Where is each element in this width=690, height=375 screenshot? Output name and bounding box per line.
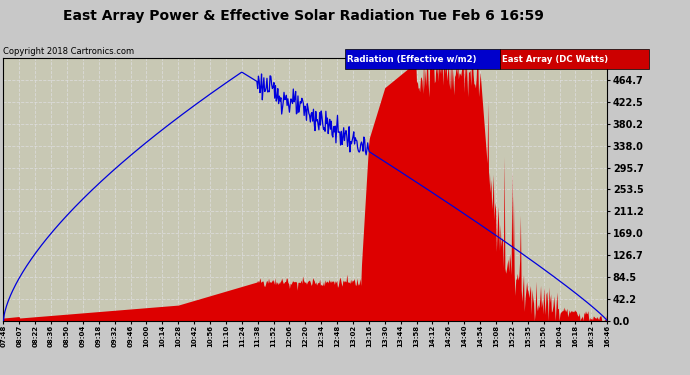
Text: East Array Power & Effective Solar Radiation Tue Feb 6 16:59: East Array Power & Effective Solar Radia… (63, 9, 544, 23)
Text: Radiation (Effective w/m2): Radiation (Effective w/m2) (347, 55, 477, 63)
Text: Copyright 2018 Cartronics.com: Copyright 2018 Cartronics.com (3, 47, 135, 56)
Text: East Array (DC Watts): East Array (DC Watts) (502, 55, 609, 63)
